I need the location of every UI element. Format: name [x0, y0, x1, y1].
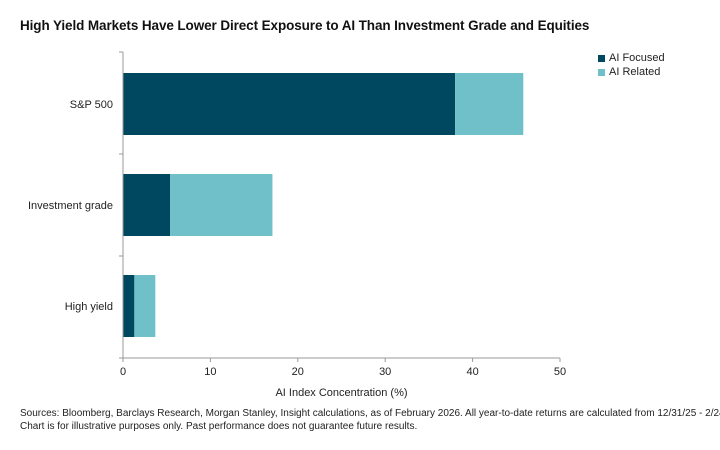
x-tick-label-50: 50: [554, 366, 566, 378]
legend-label-ai-focused: AI Focused: [609, 52, 665, 64]
bar-high-yield-ai-focused: [123, 275, 135, 337]
bar-s-p-500-ai-focused: [123, 73, 456, 135]
legend-item-ai-related: AI Related: [598, 65, 665, 79]
legend-swatch-ai-focused: [598, 54, 605, 62]
bar-chart: S&P 500 Investment grade High yield 0 10 20 30…: [28, 51, 566, 399]
chart-legend: AI Focused AI Related: [598, 51, 665, 79]
legend-swatch-ai-related: [598, 68, 605, 76]
footnote-line-2: Chart is for illustrative purposes only.…: [20, 420, 418, 432]
x-tick-label-40: 40: [466, 366, 478, 378]
x-tick-label-10: 10: [204, 366, 216, 378]
x-tick-label-20: 20: [292, 366, 304, 378]
legend-label-ai-related: AI Related: [609, 66, 661, 78]
category-label-investment-grade: Investment grade: [28, 200, 113, 212]
x-axis-title: AI Index Concentration (%): [275, 387, 407, 399]
chart-title: High Yield Markets Have Lower Direct Exp…: [20, 18, 590, 33]
category-label-high-yield: High yield: [65, 301, 113, 313]
category-label-s-p-500: S&P 500: [70, 99, 113, 111]
x-tick-label-0: 0: [120, 366, 126, 378]
bar-s-p-500-ai-related: [455, 73, 524, 135]
bar-investment-grade-ai-related: [170, 174, 273, 236]
legend-item-ai-focused: AI Focused: [598, 51, 665, 65]
footnote-line-1: Sources: Bloomberg, Barclays Research, M…: [20, 408, 720, 419]
footnote: Sources: Bloomberg, Barclays Research, M…: [20, 408, 720, 433]
bar-high-yield-ai-related: [134, 275, 156, 337]
x-tick-label-30: 30: [379, 366, 391, 378]
bar-investment-grade-ai-focused: [123, 174, 171, 236]
